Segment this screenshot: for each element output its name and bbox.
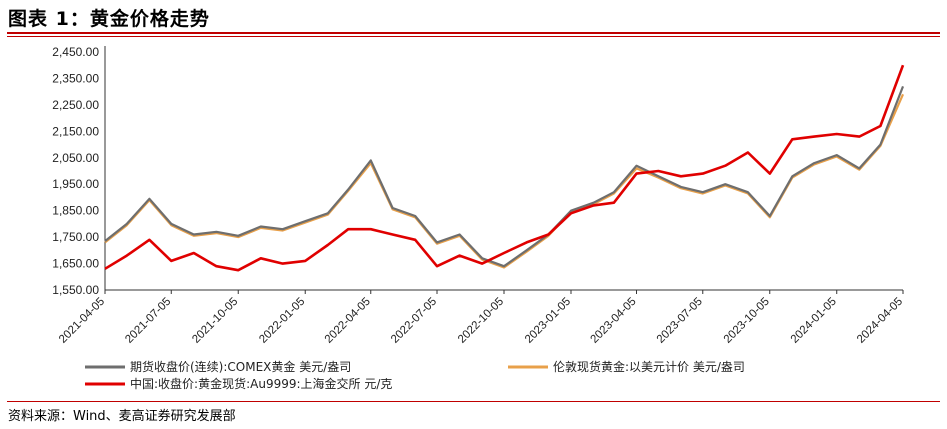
x-tick-label: 2022-07-05 xyxy=(389,296,439,346)
y-tick-label: 2,150.00 xyxy=(52,124,99,138)
x-axis: 2021-04-05 2021-07-05 2021-10-05 2022-01-05… xyxy=(57,289,905,346)
y-tick-label: 1,650.00 xyxy=(52,257,99,271)
page-title: 图表 1：黄金价格走势 xyxy=(8,8,210,30)
x-tick-label: 2022-10-05 xyxy=(456,296,506,346)
footer-rule xyxy=(7,401,940,402)
y-tick-label: 1,550.00 xyxy=(52,283,99,297)
x-tick-label: 2021-04-05 xyxy=(57,296,107,346)
legend-label-2: 伦敦现货黄金:以美元计价 美元/盎司 xyxy=(553,359,745,374)
x-tick-label: 2022-01-05 xyxy=(257,296,307,346)
title-rule-thick xyxy=(7,32,940,34)
legend-label-1: 期货收盘价(连续):COMEX黄金 美元/盎司 xyxy=(130,359,351,374)
series-line-2 xyxy=(104,93,905,269)
y-tick-label: 1,750.00 xyxy=(52,230,99,244)
x-tick-label: 2023-07-05 xyxy=(655,296,705,346)
x-tick-label: 2024-01-05 xyxy=(789,296,839,346)
y-tick-label: 2,250.00 xyxy=(52,98,99,112)
x-tick-label: 2023-10-05 xyxy=(722,296,772,346)
x-tick-label: 2022-04-05 xyxy=(323,296,373,346)
x-tick-label: 2024-04-05 xyxy=(855,296,905,346)
series-line-1 xyxy=(104,86,905,268)
y-tick-label: 2,450.00 xyxy=(52,45,99,59)
series-line-3 xyxy=(104,64,905,272)
x-tick-label: 2021-10-05 xyxy=(190,296,240,346)
y-tick-label: 1,950.00 xyxy=(52,177,99,191)
legend: 期货收盘价(连续):COMEX黄金 美元/盎司 伦敦现货黄金:以美元计价 美元/盎… xyxy=(85,359,745,391)
series-lines xyxy=(104,64,905,272)
y-tick-label: 2,350.00 xyxy=(52,71,99,85)
y-tick-label: 1,850.00 xyxy=(52,204,99,218)
source-note: 资料来源：Wind、麦高证券研究发展部 xyxy=(8,409,236,424)
y-axis: 2,450.00 2,350.00 2,250.00 2,150.00 2,050.00… xyxy=(52,45,106,297)
title-rule-thin xyxy=(7,36,940,37)
legend-label-3: 中国:收盘价:黄金现货:Au9999:上海金交所 元/克 xyxy=(130,376,392,391)
x-tick-label: 2023-01-05 xyxy=(523,296,573,346)
x-tick-label: 2023-04-05 xyxy=(589,296,639,346)
x-tick-label: 2021-07-05 xyxy=(123,296,173,346)
y-tick-label: 2,050.00 xyxy=(52,151,99,165)
